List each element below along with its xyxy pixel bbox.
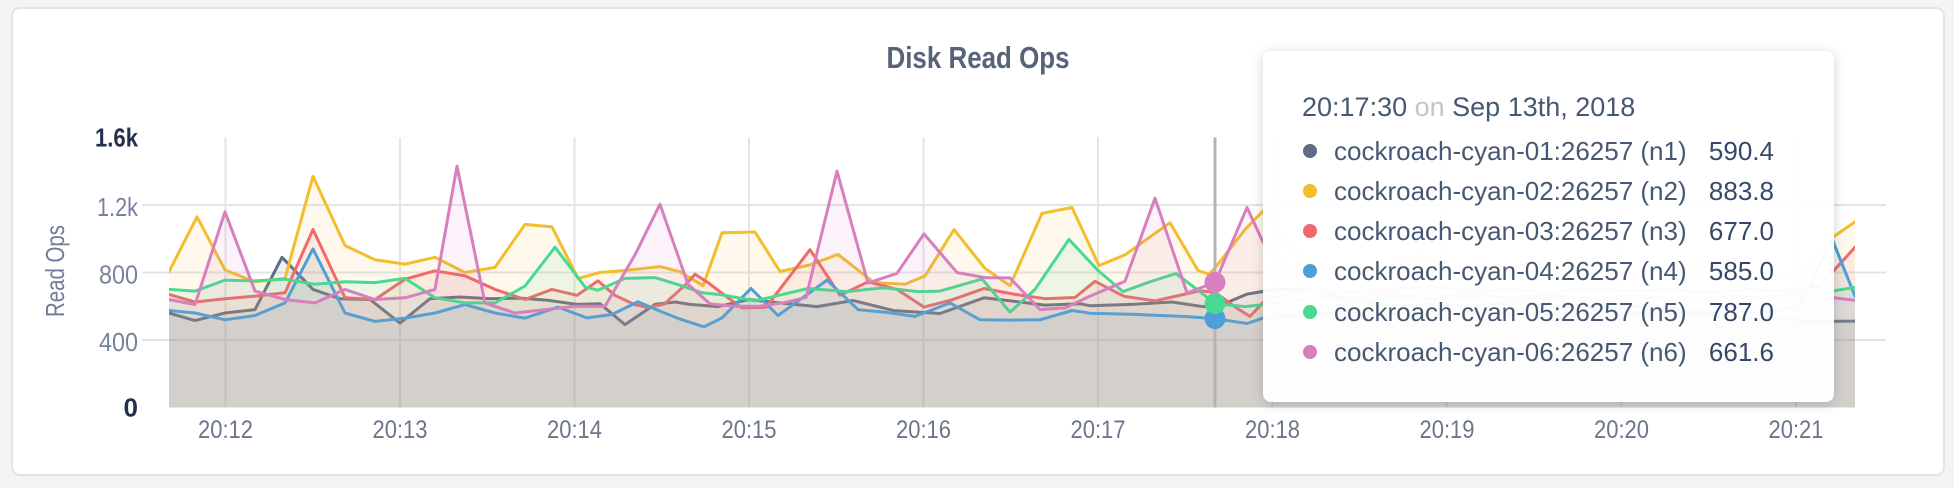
svg-text:Disk Read Ops: Disk Read Ops bbox=[887, 40, 1070, 75]
svg-text:Read Ops: Read Ops bbox=[40, 225, 70, 317]
svg-text:1.2k: 1.2k bbox=[97, 192, 139, 222]
svg-text:800: 800 bbox=[99, 260, 138, 290]
svg-text:400: 400 bbox=[99, 327, 138, 357]
svg-text:20:15: 20:15 bbox=[722, 416, 777, 444]
svg-text:20:18: 20:18 bbox=[1245, 416, 1300, 444]
svg-text:20:16: 20:16 bbox=[896, 416, 951, 444]
svg-text:1.6k: 1.6k bbox=[95, 123, 138, 153]
svg-text:0: 0 bbox=[124, 393, 138, 423]
svg-text:20:19: 20:19 bbox=[1420, 416, 1475, 444]
svg-text:20:14: 20:14 bbox=[547, 416, 602, 444]
svg-text:20:13: 20:13 bbox=[373, 416, 428, 444]
svg-text:20:20: 20:20 bbox=[1594, 416, 1649, 444]
svg-text:20:12: 20:12 bbox=[198, 416, 253, 444]
svg-text:20:21: 20:21 bbox=[1769, 416, 1824, 444]
svg-text:20:17: 20:17 bbox=[1071, 416, 1126, 444]
